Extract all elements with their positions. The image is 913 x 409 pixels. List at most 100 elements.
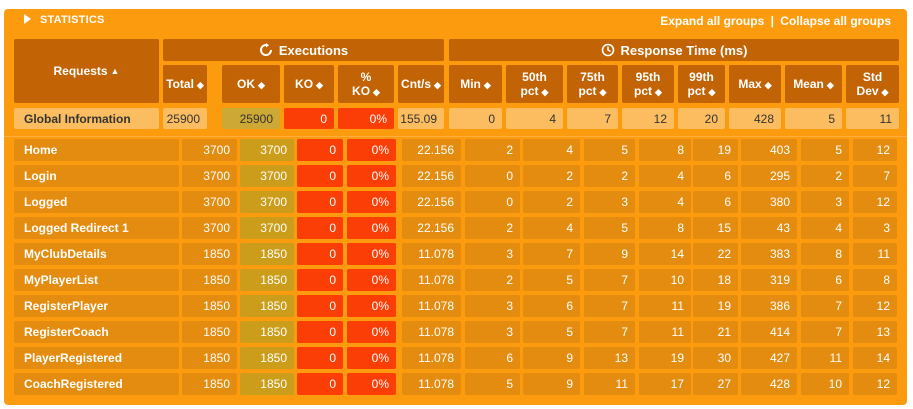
cell-value: 2 [566, 195, 573, 209]
row-min-cell: 0 [465, 165, 520, 187]
global-total-cell: 25900 [163, 108, 207, 129]
cell-value: 3 [506, 247, 513, 261]
sort-icon: ◆ [708, 86, 716, 97]
cell-value: 5 [621, 143, 628, 157]
cell-value: 3700 [260, 169, 287, 183]
row-mean-cell: 8 [801, 243, 849, 265]
column-header-text: 50th pct ◆ [521, 70, 549, 99]
column-header-max[interactable]: Max ◆ [729, 65, 781, 103]
global-ok-cell: 25900 [222, 108, 280, 129]
cell-value: 7 [621, 325, 628, 339]
column-header-pct99[interactable]: 99th pct ◆ [678, 65, 725, 103]
request-name-cell[interactable]: MyClubDetails [14, 243, 179, 265]
sort-icon: ◆ [541, 86, 549, 97]
cell-value: 8 [883, 273, 890, 287]
column-header-ko-pct[interactable]: % KO ◆ [338, 65, 394, 103]
request-name-cell[interactable]: CoachRegistered [14, 373, 179, 395]
request-name-cell[interactable]: RegisterPlayer [14, 295, 179, 317]
request-name-cell[interactable]: Logged [14, 191, 179, 213]
row-pct95-cell: 4 [639, 165, 691, 187]
cell-value: 0% [369, 111, 387, 126]
request-name: Login [24, 169, 57, 183]
cell-value: 8 [677, 143, 684, 157]
cell-value: 1850 [203, 377, 230, 391]
cell-value: 7 [621, 273, 628, 287]
column-header-label: KO [295, 76, 314, 91]
request-name-cell[interactable]: Logged Redirect 1 [14, 217, 179, 239]
row-pct99-cell: 18 [693, 269, 738, 291]
request-name-cell[interactable]: PlayerRegistered [14, 347, 179, 369]
requests-column-header[interactable]: Requests ▲ [14, 39, 159, 103]
column-header-line1: 75th [579, 70, 607, 84]
row-std-dev-cell: 14 [853, 347, 897, 369]
cell-value: 1850 [260, 325, 287, 339]
cell-value: 43 [776, 221, 790, 235]
column-header-cnt-per-sec[interactable]: Cnt/s ◆ [398, 65, 444, 103]
column-header-label: % [360, 69, 372, 84]
column-header-pct50[interactable]: 50th pct ◆ [506, 65, 563, 103]
column-header-line1: KO ◆ [295, 77, 323, 92]
request-name-cell[interactable]: Login [14, 165, 179, 187]
row-cnt-per-sec-cell: 22.156 [402, 165, 461, 187]
column-header-label: 95th [635, 69, 661, 84]
row-total-cell: 3700 [182, 191, 237, 213]
row-mean-cell: 10 [801, 373, 849, 395]
row-pct75-cell: 7 [584, 269, 635, 291]
row-std-dev-cell: 13 [853, 321, 897, 343]
cell-value: 0 [329, 299, 336, 313]
cell-value: 13 [614, 351, 628, 365]
column-header-text: Cnt/s ◆ [401, 77, 441, 92]
column-header-line2: pct ◆ [634, 84, 662, 99]
cell-value: 0% [371, 377, 389, 391]
column-header-total[interactable]: Total ◆ [163, 65, 207, 103]
row-cnt-per-sec-cell: 22.156 [402, 217, 461, 239]
column-header-line1: OK ◆ [237, 77, 265, 92]
cell-value: 7 [566, 247, 573, 261]
cell-value: 2 [506, 143, 513, 157]
column-header-std-dev[interactable]: Std Dev ◆ [846, 65, 899, 103]
global-ko-cell: 0 [284, 108, 334, 129]
collapse-all-groups-link[interactable]: Collapse all groups [780, 14, 891, 28]
row-pct95-cell: 11 [639, 295, 691, 317]
expand-all-groups-link[interactable]: Expand all groups [660, 14, 765, 28]
row-max-cell: 319 [741, 269, 797, 291]
cell-value: 25900 [239, 111, 273, 126]
request-name-cell[interactable]: RegisterCoach [14, 321, 179, 343]
column-header-ko[interactable]: KO ◆ [284, 65, 334, 103]
column-header-line1: Min ◆ [460, 77, 491, 92]
row-mean-cell: 7 [801, 295, 849, 317]
cell-value: 3 [883, 221, 890, 235]
statistics-title: STATISTICS [40, 14, 105, 26]
cell-value: 427 [769, 351, 790, 365]
cell-value: 6 [724, 195, 731, 209]
row-pct50-cell: 7 [523, 243, 580, 265]
cell-value: 5 [506, 377, 513, 391]
row-pct50-cell: 2 [523, 165, 580, 187]
column-header-mean[interactable]: Mean ◆ [785, 65, 842, 103]
row-min-cell: 5 [465, 373, 520, 395]
cell-value: 11.078 [418, 325, 454, 339]
column-header-line2: pct ◆ [688, 84, 716, 99]
row-pct50-cell: 4 [523, 217, 580, 239]
sort-ascending-icon: ▲ [110, 66, 120, 76]
cell-value: 1850 [260, 273, 287, 287]
column-header-ok[interactable]: OK ◆ [222, 65, 280, 103]
row-ko-cell: 0 [297, 191, 343, 213]
request-name: PlayerRegistered [24, 351, 123, 365]
column-header-min[interactable]: Min ◆ [449, 65, 502, 103]
cell-value: 0 [329, 325, 336, 339]
request-name-cell[interactable]: MyPlayerList [14, 269, 179, 291]
statistics-toggle[interactable]: STATISTICS [24, 14, 105, 26]
row-pct75-cell: 5 [584, 217, 635, 239]
row-ko-pct-cell: 0% [347, 321, 396, 343]
row-min-cell: 2 [465, 217, 520, 239]
column-header-pct95[interactable]: 95th pct ◆ [622, 65, 674, 103]
column-header-text: Max ◆ [738, 77, 771, 92]
column-header-label: Min [460, 76, 481, 91]
cell-value: 0% [371, 351, 389, 365]
response-time-group-label: Response Time (ms) [620, 42, 748, 58]
request-name-cell[interactable]: Home [14, 139, 179, 161]
cell-value: 30 [717, 351, 731, 365]
column-header-pct75[interactable]: 75th pct ◆ [567, 65, 618, 103]
group-controls: Expand all groups | Collapse all groups [660, 14, 891, 28]
